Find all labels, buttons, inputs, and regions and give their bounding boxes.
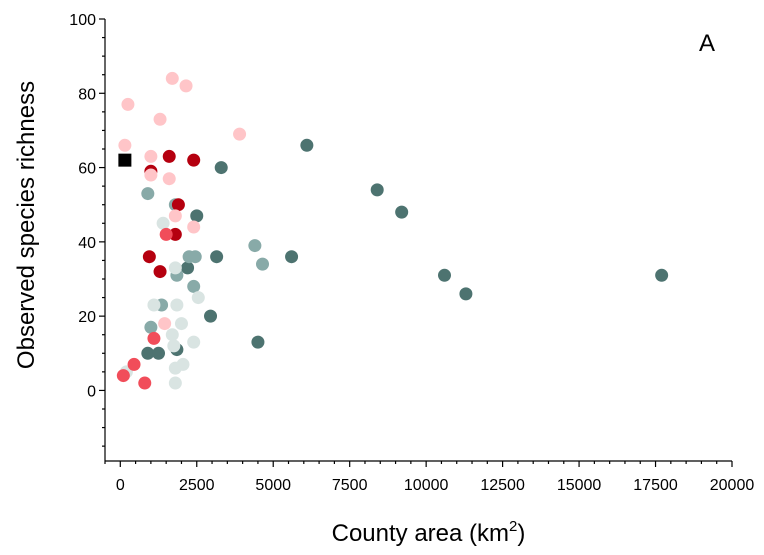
data-point — [138, 376, 152, 390]
data-point — [437, 268, 451, 282]
data-point — [118, 138, 132, 152]
y-axis-title: Observed species richness — [13, 81, 40, 369]
data-point — [147, 298, 161, 312]
data-point — [233, 127, 247, 141]
x-axis-title: County area (km2) — [332, 518, 526, 547]
x-tick-label: 0 — [116, 477, 125, 494]
y-tick-label: 40 — [78, 235, 96, 252]
data-point — [162, 172, 176, 186]
data-point — [158, 317, 172, 331]
y-tick-label: 60 — [78, 161, 96, 178]
data-point — [144, 168, 158, 182]
data-point — [168, 209, 182, 223]
data-point — [285, 250, 299, 264]
x-ticks: 0 2500 5000 7500 10000 12500 15000 17500 20000 — [104, 461, 755, 494]
data-point — [370, 183, 384, 197]
data-point — [182, 250, 196, 264]
data-point — [214, 161, 228, 175]
data-point — [165, 328, 179, 342]
data-point — [171, 198, 185, 212]
data-point — [204, 309, 218, 323]
data-point — [187, 335, 201, 349]
data-point — [142, 250, 156, 264]
y-tick-label: 80 — [78, 86, 96, 103]
axes — [104, 19, 732, 462]
y-tick-label: 20 — [78, 309, 96, 326]
data-point — [147, 331, 161, 345]
x-axis-title-superscript: 2 — [509, 518, 517, 535]
data-points — [116, 71, 669, 390]
data-point — [159, 227, 173, 241]
x-tick-label: 7500 — [332, 477, 368, 494]
data-point — [127, 357, 141, 371]
data-point — [152, 346, 166, 360]
x-tick-label: 20000 — [710, 477, 755, 494]
data-point — [459, 287, 473, 301]
data-point — [187, 279, 201, 293]
data-point — [256, 257, 270, 271]
data-point — [162, 149, 176, 163]
data-point — [144, 320, 158, 334]
x-axis-title-suffix: ) — [517, 520, 525, 547]
x-tick-label: 12500 — [480, 477, 525, 494]
data-point-square — [118, 153, 132, 167]
data-point — [187, 153, 201, 167]
data-point — [300, 138, 314, 152]
panel-label: A — [699, 30, 715, 57]
y-ticks: 0 20 40 60 80 100 — [69, 12, 105, 447]
x-tick-label: 17500 — [633, 477, 678, 494]
data-point — [210, 250, 224, 264]
y-tick-label: 0 — [87, 383, 96, 400]
x-tick-label: 15000 — [557, 477, 602, 494]
data-point — [251, 335, 265, 349]
data-point — [168, 227, 182, 241]
data-point — [174, 317, 188, 331]
data-point — [167, 339, 181, 353]
y-tick-label: 100 — [69, 12, 96, 29]
data-point — [153, 112, 167, 126]
data-point — [179, 79, 193, 93]
x-tick-label: 2500 — [179, 477, 215, 494]
data-point — [156, 216, 170, 230]
data-point — [395, 205, 409, 219]
data-point — [141, 187, 155, 201]
x-axis-title-main: County area (km — [332, 520, 509, 547]
data-point — [170, 298, 184, 312]
data-point — [655, 268, 669, 282]
data-point — [187, 220, 201, 234]
data-point — [191, 291, 205, 305]
data-point — [165, 71, 179, 85]
data-point — [181, 261, 195, 275]
data-point — [248, 239, 262, 253]
data-point — [144, 149, 158, 163]
data-point — [190, 209, 204, 223]
x-tick-label: 5000 — [255, 477, 291, 494]
data-point — [168, 261, 182, 275]
data-point — [176, 357, 190, 371]
x-tick-label: 10000 — [404, 477, 449, 494]
data-point — [116, 369, 130, 383]
data-point — [141, 346, 155, 360]
data-point — [153, 265, 167, 279]
data-point — [121, 97, 135, 111]
data-point — [168, 376, 182, 390]
